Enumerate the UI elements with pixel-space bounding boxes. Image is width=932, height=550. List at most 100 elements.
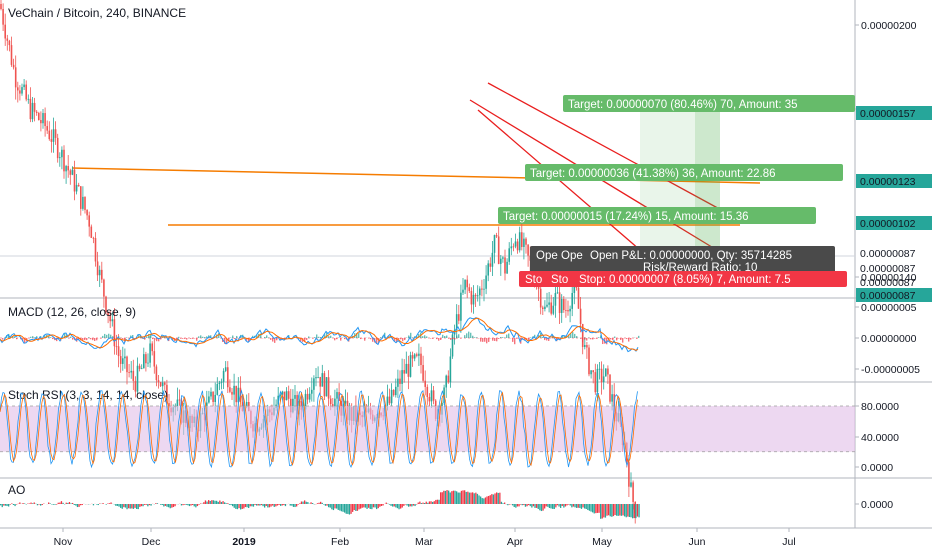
macd-histogram-bar — [92, 338, 94, 341]
stoch-rsi-pane[interactable]: Stoch RSI (3, 3, 14, 14, close) 80.0000 4… — [0, 388, 899, 474]
macd-histogram-bar — [444, 335, 446, 338]
ao-bar — [48, 502, 50, 504]
candle-body — [630, 482, 632, 487]
axis-price-label: 0.00000157 — [856, 106, 932, 120]
ao-bar — [139, 504, 141, 507]
ao-bar — [54, 504, 56, 505]
macd-histogram-bar — [224, 338, 226, 344]
ao-bar — [33, 502, 35, 504]
candle-body — [168, 403, 170, 408]
candle-body — [304, 393, 307, 410]
axis-price-label-text: 0.00000157 — [860, 108, 916, 120]
candle-body — [52, 129, 55, 142]
candle-body — [464, 279, 466, 290]
macd-histogram-bar — [324, 334, 326, 338]
candle-body — [392, 389, 395, 396]
target-label-80[interactable]: Target: 0.00000070 (80.46%) 70, Amount: … — [563, 95, 855, 112]
macd-histogram-bar — [620, 338, 622, 340]
macd-histogram-bar — [16, 338, 18, 340]
candle-body — [178, 399, 181, 401]
ao-bar — [224, 502, 226, 504]
candle-body — [12, 64, 15, 68]
macd-histogram-bar — [70, 336, 72, 338]
macd-axis[interactable]: 0.00000005 0.00000000 -0.00000005 — [855, 302, 920, 376]
macd-histogram-bar — [190, 338, 192, 339]
macd-histogram-bar — [14, 336, 16, 338]
candle-body — [229, 387, 231, 392]
macd-histogram-bar — [514, 338, 516, 345]
candle-body — [233, 385, 235, 395]
target-label-41[interactable]: Target: 0.00000036 (41.38%) 36, Amount: … — [525, 164, 843, 181]
macd-histogram-bar — [64, 333, 66, 338]
candle-body — [395, 386, 397, 396]
macd-histogram-bar — [586, 338, 588, 341]
candle-body — [103, 279, 105, 297]
ao-bar — [24, 503, 26, 504]
candle-body — [514, 241, 517, 247]
ao-bar — [262, 504, 264, 507]
ao-bar — [60, 501, 63, 504]
macd-histogram-bar — [158, 338, 160, 342]
macd-pane[interactable]: MACD (12, 26, close, 9) 0.000000050.0000… — [0, 302, 920, 376]
ao-bar — [561, 504, 563, 506]
ao-bar — [67, 502, 69, 504]
stop-bg — [519, 271, 847, 287]
macd-histogram-bar — [276, 338, 278, 341]
axis-price-label-bg — [856, 288, 932, 302]
candle-body — [565, 310, 567, 311]
ao-bar — [180, 504, 183, 506]
ao-bar — [172, 504, 175, 508]
ao-bar — [155, 503, 157, 504]
ao-bar — [580, 504, 583, 509]
candle-body — [451, 334, 454, 357]
ao-bar — [480, 496, 482, 504]
ao-bar — [452, 490, 455, 504]
ao-bar — [371, 504, 373, 510]
open-pnl-box[interactable]: Ope Ope Open P&L: 0.00000000, Qty: 3571428… — [530, 246, 835, 276]
target-label-17[interactable]: Target: 0.00000015 (17.24%) 15, Amount: … — [498, 207, 816, 224]
candle-body — [306, 393, 309, 400]
macd-histogram-bar — [106, 334, 108, 338]
macd-histogram-bar — [100, 338, 102, 339]
stop-label-1: Sto — [525, 274, 542, 286]
macd-histogram-bar — [580, 338, 582, 339]
macd-histogram-bar — [122, 338, 124, 339]
ao-bar — [491, 494, 493, 504]
ao-bar — [585, 504, 587, 510]
ao-bar — [492, 494, 495, 504]
time-tick-label: Mar — [415, 536, 434, 548]
ao-bar — [211, 500, 213, 504]
ao-bar — [518, 504, 520, 507]
position-tool[interactable]: Target: 0.00000070 (80.46%) 70, Amount: … — [498, 95, 855, 287]
candle-body — [525, 238, 527, 245]
ao-bar — [283, 504, 285, 506]
macd-histogram-bar — [494, 338, 496, 341]
ao-bar — [126, 504, 128, 510]
ao-pane[interactable]: AO 0.0000 — [0, 483, 893, 519]
candle-body — [10, 45, 13, 65]
ao-bar — [248, 504, 250, 508]
ao-bar — [304, 500, 306, 504]
macd-histogram-bar — [248, 338, 250, 342]
candle-body — [69, 170, 72, 175]
time-tick-label: May — [592, 536, 613, 548]
ao-bar — [150, 504, 152, 506]
ao-bar — [147, 504, 149, 507]
ao-bar — [438, 499, 440, 504]
macd-histogram-bar — [52, 338, 54, 340]
upper-trend-line[interactable] — [487, 82, 726, 213]
ao-axis[interactable]: 0.0000 — [855, 499, 893, 511]
stop-box[interactable]: Sto Sto Stop: 0.00000007 (8.05%) 7, Amount… — [519, 271, 847, 287]
candle-body — [592, 370, 594, 373]
candle-body — [455, 314, 458, 330]
ao-bar — [380, 504, 383, 506]
ao-bar — [436, 499, 439, 504]
candle-body — [279, 394, 282, 396]
time-axis[interactable]: Nov Dec 2019 Feb Mar Apr May Jun Jul — [54, 528, 796, 548]
macd-histogram-bar — [378, 338, 380, 344]
macd-histogram-bar — [584, 338, 586, 340]
open-label-2: Ope — [561, 250, 583, 262]
stoch-rsi-axis[interactable]: 80.0000 40.0000 0.0000 — [855, 401, 899, 474]
